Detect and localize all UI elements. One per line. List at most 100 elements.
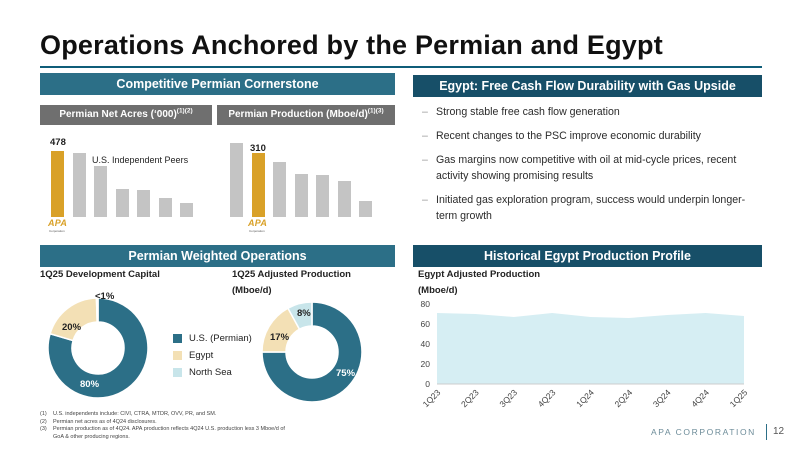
y-tick-label: 0 [425, 379, 430, 389]
peer-bar [359, 200, 372, 217]
legend-egypt: Egypt [173, 350, 213, 361]
peer-bar [137, 190, 150, 217]
donut1-label-permian: 80% [80, 379, 100, 390]
x-tick-label: 3Q23 [497, 387, 519, 409]
production-chart-label: Permian Production (Mboe/d) [228, 109, 368, 120]
bullet-text: Strong stable free cash flow generation [436, 106, 620, 118]
dash-icon: – [422, 194, 428, 206]
footnote-text: Permian net acres as of 4Q24 disclosures… [53, 418, 157, 425]
egypt-chart-title-2: (Mboe/d) [418, 285, 458, 296]
apa-logo-production: APA [248, 218, 268, 228]
x-tick-label: 4Q24 [689, 387, 711, 409]
production-chart-header: Permian Production (Mboe/d)(1)(3) [217, 105, 395, 125]
x-tick-label: 1Q25 [728, 387, 750, 409]
dev-capital-title: 1Q25 Development Capital [40, 269, 160, 280]
x-tick-label: 4Q23 [536, 387, 558, 409]
title-divider [40, 66, 762, 68]
dev-capital-donut [47, 297, 149, 399]
peer-bar [337, 181, 351, 217]
donut-slice [49, 297, 98, 342]
production-footnote-ref: (1)(3) [367, 107, 384, 115]
donut2-label-northsea: 8% [297, 308, 311, 319]
bullet-item: – Strong stable free cash flow generation [422, 104, 762, 120]
bullet-item: – Recent changes to the PSC improve econo… [422, 128, 762, 144]
x-tick-label: 1Q24 [574, 387, 596, 409]
apa-bar [251, 153, 265, 217]
bullet-item: – Gas margins now competitive with oil at… [422, 152, 762, 184]
legend-label: Egypt [189, 350, 214, 361]
acres-footnote-ref: (1)(2) [176, 107, 193, 115]
egypt-history-header: Historical Egypt Production Profile [413, 245, 762, 267]
footnotes: (1) U.S. independents include: CIVI, CTRA… [40, 411, 285, 441]
legend-swatch-egypt [173, 351, 182, 360]
adj-production-title-1: 1Q25 Adjusted Production [232, 269, 351, 280]
legend-label: U.S. (Permian) [189, 333, 252, 344]
peers-label: U.S. Independent Peers [92, 155, 189, 165]
permian-cornerstone-header: Competitive Permian Cornerstone [40, 73, 395, 95]
egypt-chart-title-1: Egypt Adjusted Production [418, 269, 541, 280]
donut2-label-permian: 75% [336, 368, 356, 379]
donut-slice [47, 297, 149, 399]
egypt-production-area [437, 313, 744, 384]
y-tick-label: 20 [421, 359, 431, 369]
footnote-text: Permian production as of 4Q24. APA produ… [53, 426, 285, 440]
acres-chart-label: Permian Net Acres (‘000) [59, 109, 177, 120]
apa-logo-production-sub: Corporation [249, 229, 265, 233]
bullet-item: – Initiated gas exploration program, succ… [422, 192, 762, 224]
egypt-area-chart: 0 20 40 60 80 1Q23 2Q23 3Q23 4Q23 1Q24 2Q24 3Q24 4Q2… [421, 299, 750, 409]
y-tick-label: 80 [421, 299, 431, 309]
dash-icon: – [422, 130, 428, 142]
adj-production-title-2: (Mboe/d) [232, 285, 272, 296]
egypt-fcf-header: Egypt: Free Cash Flow Durability with Ga… [413, 75, 762, 97]
donut-slice [95, 297, 99, 323]
footnote-number: (2) [40, 418, 47, 425]
page-title: Operations Anchored by the Permian and E… [40, 30, 663, 60]
legend-swatch-permian [173, 334, 182, 343]
y-tick-label: 60 [421, 319, 431, 329]
donut-slice [286, 301, 313, 331]
adj-production-donut [261, 301, 363, 403]
legend-swatch-northsea [173, 368, 182, 377]
bullet-text: Recent changes to the PSC improve econom… [436, 130, 701, 142]
donut-slice [261, 301, 363, 403]
x-tick-label: 2Q23 [459, 387, 481, 409]
donut1-label-northsea: <1% [95, 291, 115, 302]
footnote-number: (1) [40, 411, 47, 417]
company-name: APA CORPORATION [651, 427, 756, 437]
apa-logo-acres: APA [48, 218, 68, 228]
footer-divider [766, 424, 767, 440]
dash-icon: – [422, 154, 428, 166]
page-number: 12 [773, 426, 785, 437]
y-tick-label: 40 [421, 339, 431, 349]
production-apa-value: 310 [250, 143, 266, 154]
bullet-text: Initiated gas exploration program, succe… [436, 194, 746, 222]
footnote-number: (3) [40, 426, 47, 433]
apa-logo-acres-sub: Corporation [49, 229, 65, 233]
x-tick-label: 2Q24 [613, 387, 635, 409]
peer-bar [273, 161, 286, 217]
peer-bar [72, 153, 86, 217]
acres-apa-value: 478 [50, 137, 66, 148]
legend-permian: U.S. (Permian) [173, 333, 252, 344]
peer-bar [294, 173, 308, 217]
donut1-label-egypt: 20% [62, 322, 82, 333]
bullet-text: Gas margins now competitive with oil at … [436, 154, 737, 182]
dash-icon: – [422, 106, 428, 118]
permian-weighted-header: Permian Weighted Operations [40, 245, 395, 267]
footnote: (1) U.S. independents include: CIVI, CTRA… [40, 411, 285, 419]
x-tick-label: 1Q23 [421, 387, 443, 409]
peer-bar [180, 203, 193, 217]
peer-bar [316, 174, 329, 217]
egypt-bullet-list: – Strong stable free cash flow generation… [422, 104, 762, 232]
peer-bar [94, 165, 107, 217]
legend-northsea: North Sea [173, 367, 232, 378]
footnote: (3) Permian production as of 4Q24. APA pr… [40, 426, 285, 441]
peer-bar [230, 143, 243, 217]
footnote: (2) Permian net acres as of 4Q24 disclosu… [40, 419, 285, 427]
x-tick-label: 3Q24 [651, 387, 673, 409]
legend-label: North Sea [189, 367, 232, 378]
donut2-label-egypt: 17% [270, 332, 290, 343]
peer-bar [158, 198, 172, 217]
peer-bar [115, 188, 129, 217]
apa-bar [51, 151, 64, 217]
